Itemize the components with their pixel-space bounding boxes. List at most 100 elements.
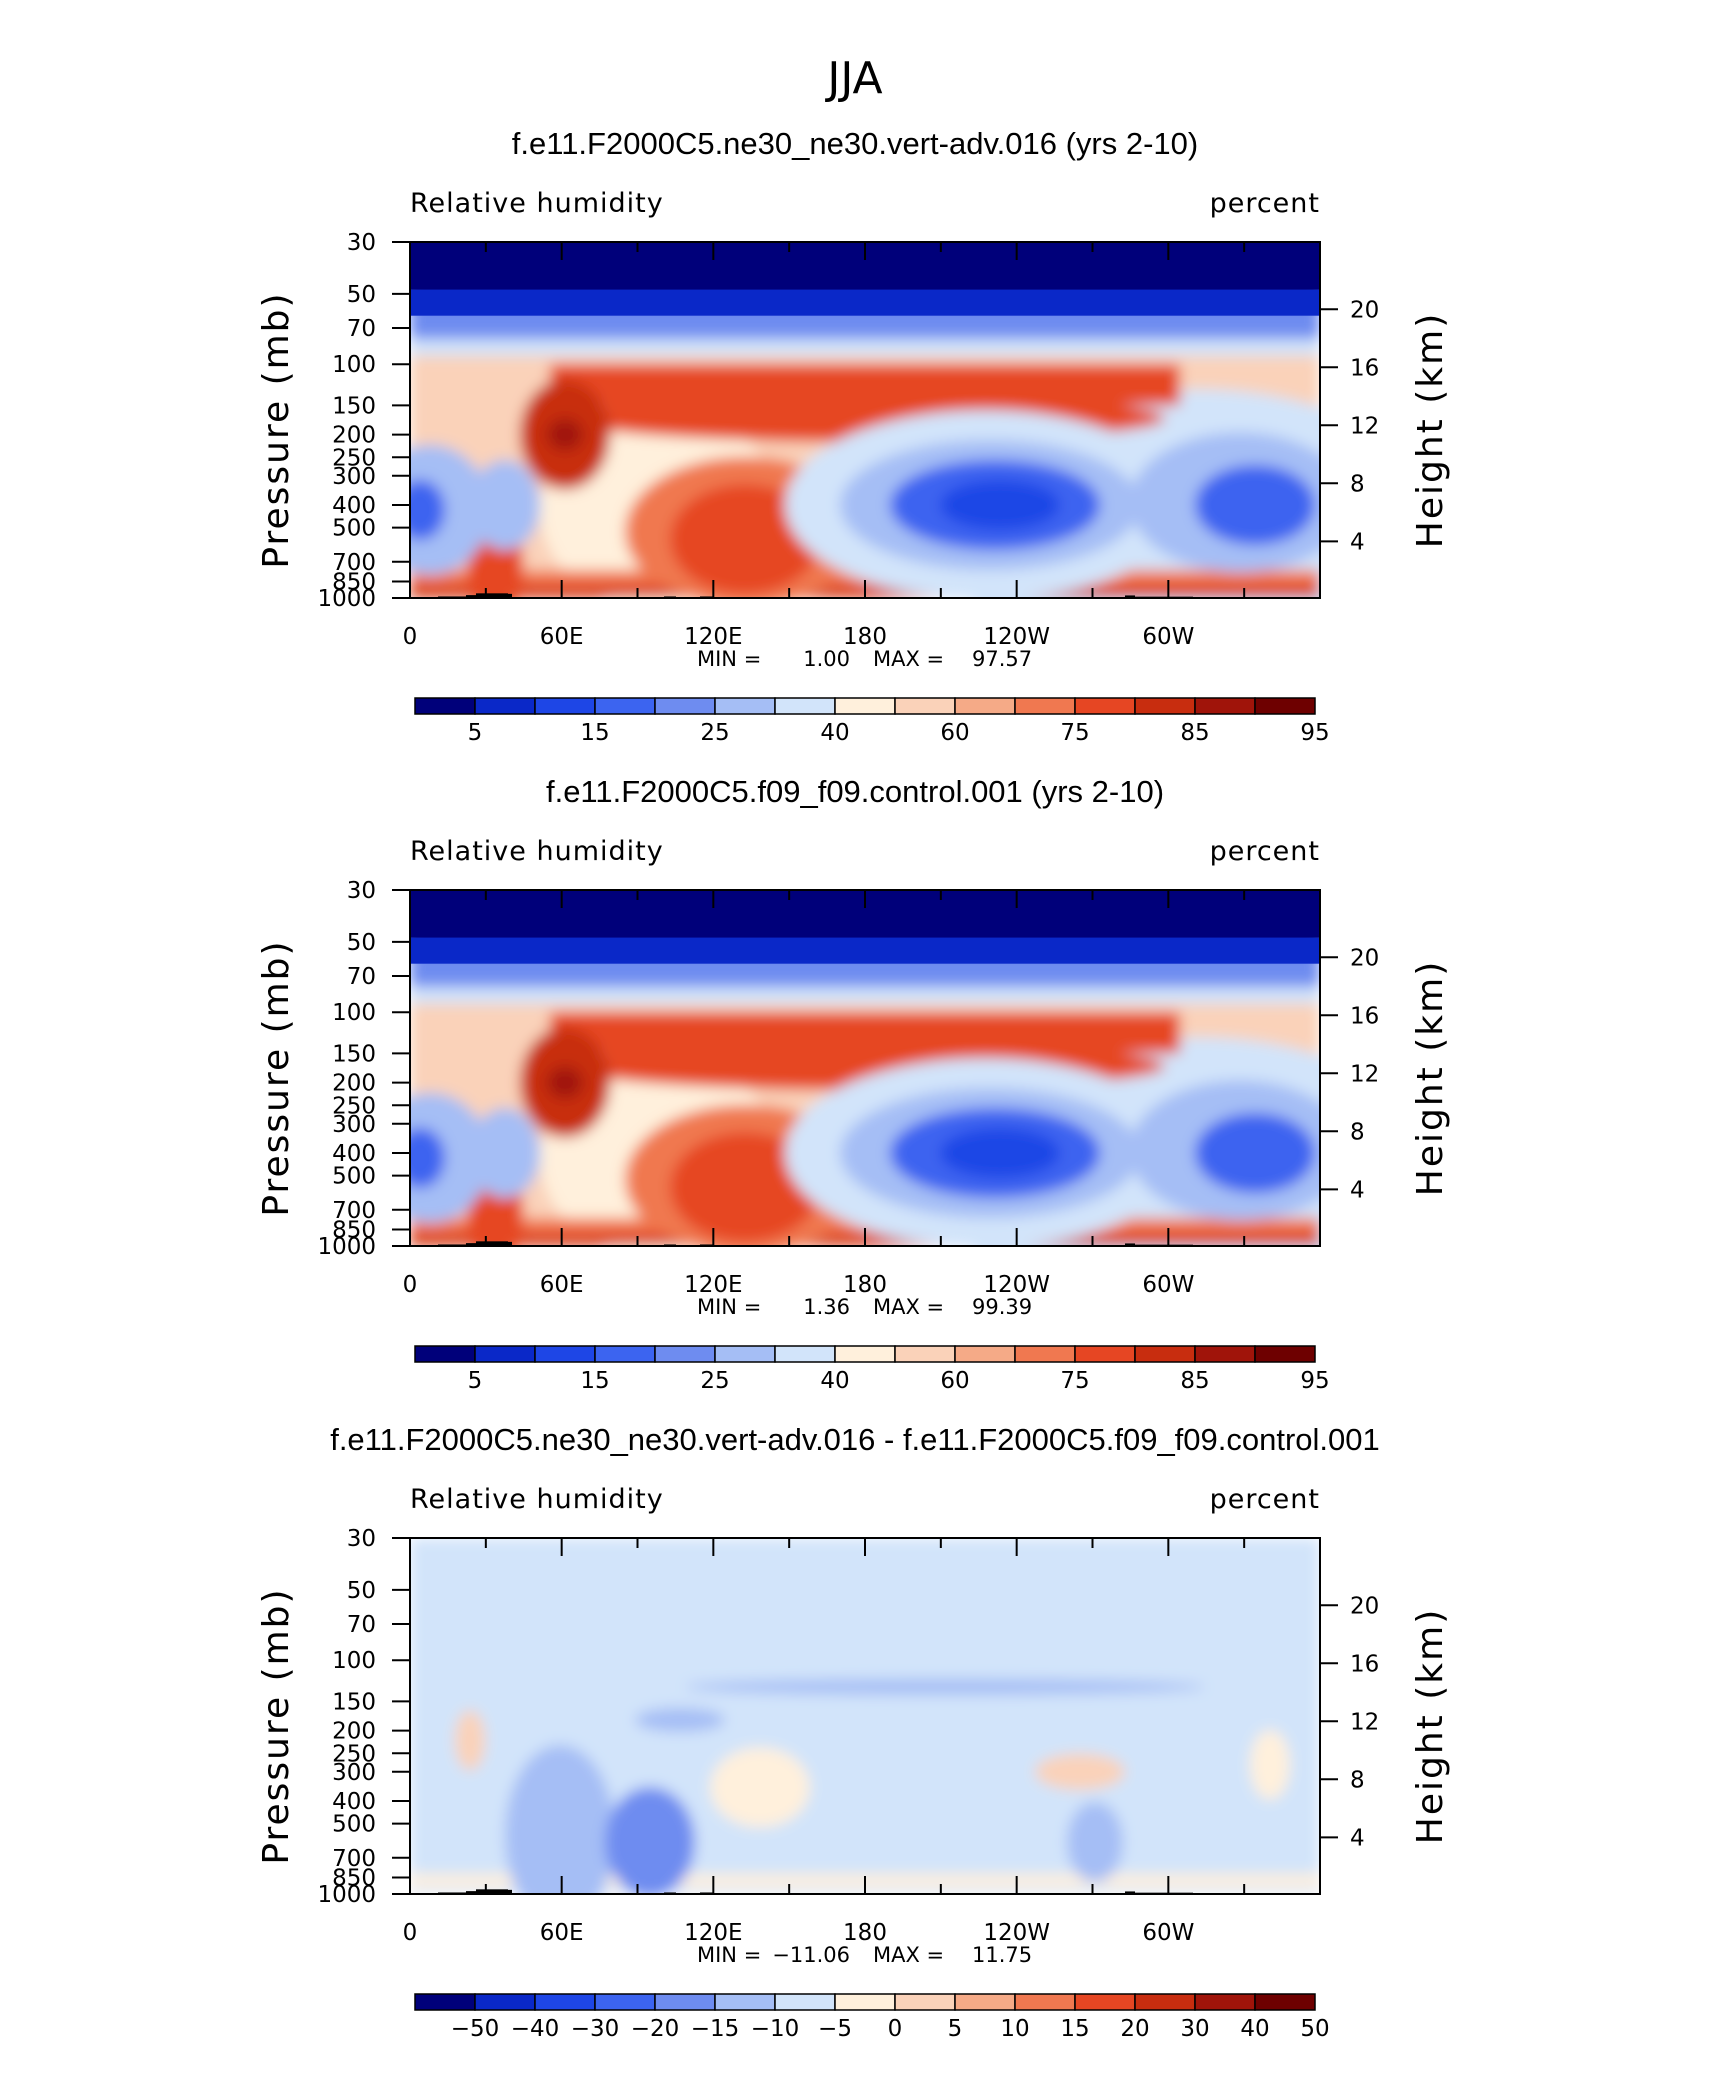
pressure-tick-label: 50: [347, 1578, 376, 1604]
panel-title: f.e11.F2000C5.ne30_ne30.vert-adv.016 (yr…: [512, 126, 1198, 161]
lon-tick-label: 60E: [540, 1920, 584, 1946]
contour-region: [410, 479, 445, 540]
colorbar-label: −20: [631, 2016, 680, 2042]
colorbar-swatch: [954, 697, 1016, 715]
pressure-tick-label: 200: [332, 1719, 376, 1745]
pressure-tick-label: 850: [332, 1866, 376, 1892]
colorbar-label: 15: [580, 720, 609, 746]
panel-title: f.e11.F2000C5.ne30_ne30.vert-adv.016 - f…: [330, 1422, 1380, 1457]
lon-tick-label: 180: [843, 1920, 887, 1946]
colorbar-swatch: [1134, 1345, 1196, 1363]
plot-area: [410, 242, 1320, 598]
height-tick-label: 12: [1350, 1061, 1379, 1087]
colorbar-swatch: [534, 697, 596, 715]
colorbar-swatch: [1074, 1993, 1136, 2011]
pressure-tick-label: 50: [347, 282, 376, 308]
y-axis-label: Pressure (mb): [256, 939, 297, 1216]
colorbar-swatch: [1194, 1993, 1256, 2011]
topography-mask: [476, 1241, 508, 1246]
colorbar-label: 95: [1300, 1368, 1329, 1394]
colorbar-swatch: [594, 1345, 656, 1363]
colorbar-label: 30: [1180, 2016, 1209, 2042]
colorbar-label: 75: [1060, 720, 1089, 746]
plot-area: [410, 890, 1320, 1246]
height-tick-label: 8: [1350, 471, 1365, 497]
pressure-tick-label: 700: [332, 1846, 376, 1872]
colorbar-swatch: [474, 697, 536, 715]
max-label: MAX =: [873, 1943, 944, 1967]
colorbar-swatch: [534, 1993, 596, 2011]
chart-panel-3: f.e11.F2000C5.ne30_ne30.vert-adv.016 - f…: [256, 1422, 1451, 2042]
contour-region: [505, 1745, 615, 1894]
pressure-tick-label: 50: [347, 930, 376, 956]
y-axis-label: Pressure (mb): [256, 291, 297, 568]
contour-region: [470, 459, 540, 550]
contour-region: [410, 1127, 445, 1188]
colorbar-label: 0: [888, 2016, 903, 2042]
contour-region: [710, 1747, 810, 1828]
y2-axis-label: Height (km): [1410, 312, 1451, 548]
colorbar-swatch: [1014, 1993, 1076, 2011]
topography-mask: [1125, 1891, 1135, 1894]
colorbar-swatch: [594, 1993, 656, 2011]
height-tick-label: 16: [1350, 355, 1379, 381]
variable-label: Relative humidity: [410, 1484, 664, 1515]
contour-region: [1195, 464, 1315, 545]
pressure-tick-label: 70: [347, 316, 376, 342]
panel-title: f.e11.F2000C5.f09_f09.control.001 (yrs 2…: [546, 774, 1164, 809]
units-label: percent: [1210, 1484, 1320, 1515]
colorbar-swatch: [1254, 1993, 1316, 2011]
colorbar-swatch: [534, 1345, 596, 1363]
height-tick-label: 16: [1350, 1003, 1379, 1029]
lon-tick-label: 60E: [540, 1272, 584, 1298]
contour-region: [670, 1132, 820, 1243]
contour-region: [1250, 1729, 1290, 1800]
min-label: MIN =: [697, 1295, 761, 1319]
pressure-tick-label: 700: [332, 550, 376, 576]
min-value: 1.00: [803, 647, 850, 671]
pressure-tick-label: 250: [332, 445, 376, 471]
pressure-tick-label: 500: [332, 1812, 376, 1838]
pressure-tick-label: 70: [347, 1612, 376, 1638]
pressure-tick-label: 500: [332, 1164, 376, 1190]
max-label: MAX =: [873, 647, 944, 671]
min-label: MIN =: [697, 1943, 761, 1967]
colorbar-swatch: [1074, 697, 1136, 715]
colorbar-swatch: [1074, 1345, 1136, 1363]
units-label: percent: [1210, 836, 1320, 867]
lon-tick-label: 120E: [684, 624, 742, 650]
contour-region: [410, 444, 490, 575]
colorbar-swatch: [894, 697, 956, 715]
pressure-tick-label: 100: [332, 352, 376, 378]
colorbar-swatch: [474, 1993, 536, 2011]
contour-region: [547, 418, 583, 451]
colorbar-label: 40: [820, 1368, 849, 1394]
pressure-tick-label: 300: [332, 464, 376, 490]
contour-region: [547, 1066, 583, 1099]
contour-region: [670, 484, 820, 595]
colorbar-swatch: [834, 1993, 896, 2011]
colorbar-swatch: [1134, 1993, 1196, 2011]
lon-tick-label: 60W: [1142, 624, 1194, 650]
colorbar-swatch: [1254, 697, 1316, 715]
contour-region: [1067, 1802, 1123, 1883]
colorbar-swatch: [414, 697, 476, 715]
pressure-tick-label: 400: [332, 493, 376, 519]
max-value: 11.75: [972, 1943, 1032, 1967]
colorbar-label: 40: [1240, 2016, 1269, 2042]
lon-tick-label: 60W: [1142, 1920, 1194, 1946]
colorbar-swatch: [954, 1993, 1016, 2011]
pressure-tick-label: 30: [347, 878, 376, 904]
height-tick-label: 12: [1350, 413, 1379, 439]
pressure-tick-label: 200: [332, 1071, 376, 1097]
pressure-tick-label: 1000: [317, 586, 376, 612]
contour-region: [1035, 1753, 1125, 1790]
colorbar-label: 10: [1000, 2016, 1029, 2042]
contour-region: [455, 1710, 485, 1771]
contour-region: [410, 1092, 490, 1223]
lon-tick-label: 120W: [983, 1272, 1050, 1298]
min-label: MIN =: [697, 647, 761, 671]
pressure-tick-label: 150: [332, 1689, 376, 1715]
pressure-tick-label: 250: [332, 1093, 376, 1119]
lon-tick-label: 120E: [684, 1920, 742, 1946]
